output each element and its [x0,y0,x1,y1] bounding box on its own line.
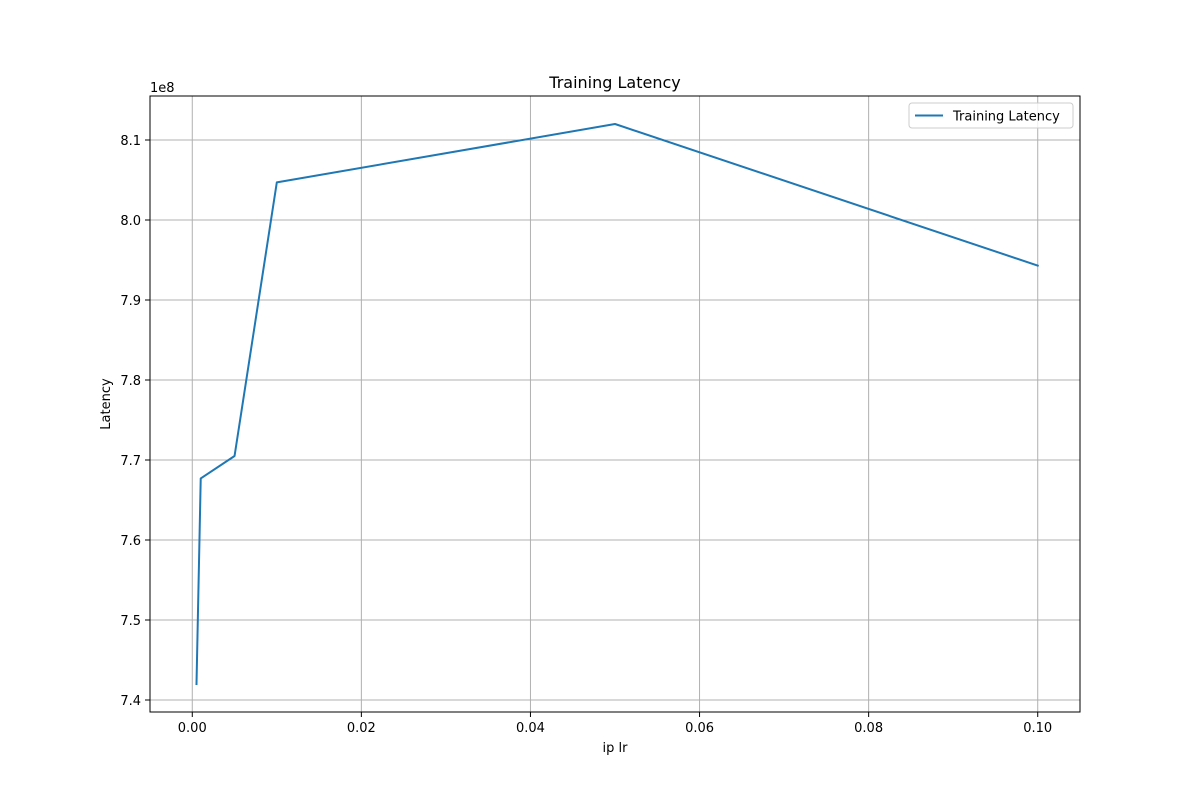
y-tick-label: 7.6 [120,534,141,549]
grid-lines [150,96,1080,712]
chart-title: Training Latency [548,73,680,92]
x-axis-label: ip lr [603,741,629,756]
x-tick-label: 0.06 [685,721,714,736]
y-tick-label: 7.4 [120,694,141,709]
y-tick-label: 7.5 [120,614,141,629]
y-tick-label: 7.9 [120,294,141,309]
x-tick-label: 0.00 [178,721,207,736]
y-axis-offset-text: 1e8 [150,81,175,96]
legend-box [908,102,1074,129]
x-tick-label: 0.08 [854,721,883,736]
axes-frame [149,95,1081,713]
y-tick-label: 7.7 [120,454,141,469]
y-axis-ticks: 7.4 7.5 7.6 7.7 7.8 7.9 8.0 8.1 [120,134,150,709]
y-tick-label: 7.8 [120,374,141,389]
legend: Training Latency [908,102,1074,129]
y-tick-label: 8.0 [120,214,141,229]
plot-series [195,123,1039,686]
y-axis-label: Latency [99,378,114,430]
x-tick-label: 0.04 [516,721,545,736]
series-line [195,123,1039,686]
legend-label: Training Latency [952,110,1060,125]
x-tick-label: 0.02 [347,721,376,736]
y-tick-label: 8.1 [120,134,141,149]
x-axis-ticks: 0.00 0.02 0.04 0.06 0.08 0.10 [178,712,1052,736]
x-tick-label: 0.10 [1023,721,1052,736]
